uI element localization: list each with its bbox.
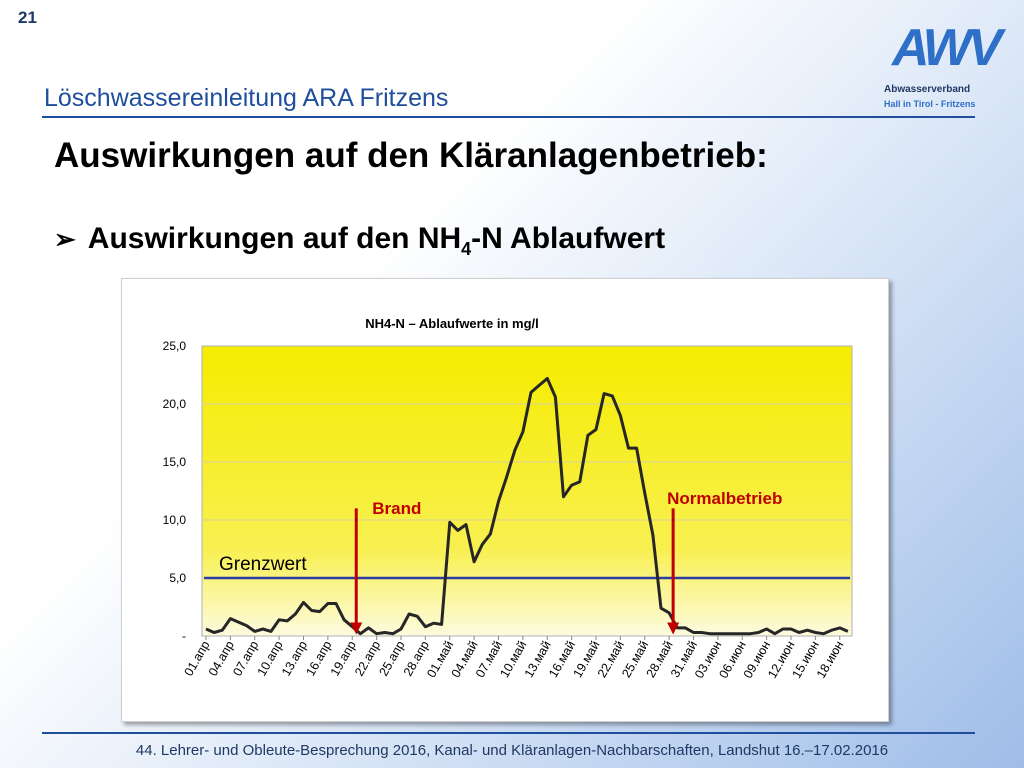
logo-line-1: Abwasserverband [884, 84, 971, 95]
y-tick-label: 25,0 [163, 339, 187, 353]
bottom-divider [42, 732, 975, 734]
chart-title: NH4-N – Ablaufwerte in mg/l [365, 316, 539, 331]
y-tick-label: 15,0 [163, 455, 187, 469]
y-tick-label: 20,0 [163, 397, 187, 411]
grenzwert-label: Grenzwert [219, 554, 307, 575]
annotation-label: Normalbetrieb [667, 489, 782, 508]
slide-heading: Auswirkungen auf den Kläranlagenbetrieb: [54, 136, 768, 175]
plot-area [201, 345, 853, 637]
slide-number: 21 [18, 8, 37, 27]
annotation-label: Brand [372, 499, 421, 518]
chart-container: NH4-N – Ablaufwerte in mg/l - 5,0 10,0 15,0… [121, 278, 889, 722]
y-tick-label: 10,0 [163, 513, 187, 527]
bullet-subscript: 4 [461, 239, 472, 259]
y-tick-label: 5,0 [169, 571, 186, 585]
annotation-arrow-head [350, 622, 363, 635]
y-tick-label: - [182, 629, 186, 643]
top-divider [42, 116, 975, 118]
annotation-arrow-head [667, 622, 680, 635]
logo-line-2: Hall in Tirol - Fritzens [884, 99, 976, 109]
bullet-point: ➢ Auswirkungen auf den NH4-N Ablaufwert [54, 222, 665, 260]
nh4-series-line [205, 377, 849, 636]
bullet-text-after: -N Ablaufwert [471, 222, 666, 255]
bullet-text-before: Auswirkungen auf den NH [87, 222, 462, 255]
awv-logo: AWV Abwasserverband Hall in Tirol - Frit… [870, 18, 1002, 118]
logo-letters: AWV [892, 19, 1002, 77]
nh4-chart: NH4-N – Ablaufwerte in mg/l - 5,0 10,0 15,0… [163, 316, 853, 681]
slide-footer: 44. Lehrer- und Obleute-Besprechung 2016… [135, 742, 889, 759]
bullet-arrow-icon: ➢ [54, 224, 76, 254]
slide-subtitle: Löschwassereinleitung ARA Fritzens [44, 84, 449, 112]
